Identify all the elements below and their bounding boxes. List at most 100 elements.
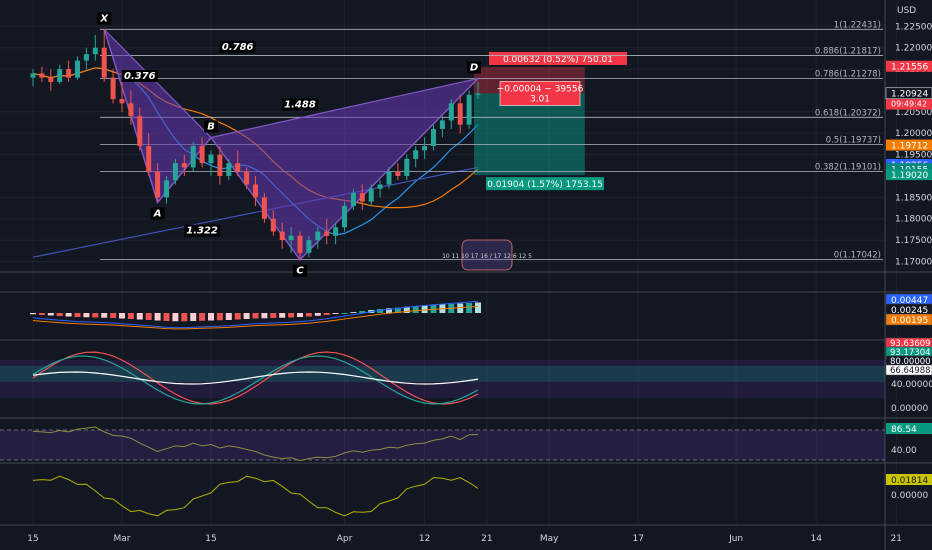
- macd-histogram-bar: [74, 313, 81, 317]
- candle-body: [101, 47, 107, 78]
- stoch-d-line: [32, 355, 479, 405]
- stoch-badge-text: 80.00000: [890, 357, 931, 367]
- price-tick-label: 1.17500: [895, 236, 932, 246]
- macd-histogram-bar: [234, 313, 241, 320]
- candle-body: [395, 171, 401, 176]
- fib-retracement[interactable]: 1(1.22431) 0.886(1.21817) 0.786(1.21278) 0.…: [100, 20, 883, 261]
- macd-histogram-bar: [421, 305, 428, 313]
- macd-histogram-bar: [216, 313, 223, 321]
- target-info-box: [486, 177, 604, 191]
- price-tick-label: 1.22500: [895, 22, 932, 32]
- pattern-point-c: C: [296, 266, 304, 277]
- macd-histogram-bar: [65, 313, 72, 317]
- candle-body: [439, 120, 445, 129]
- macd-histogram-bar: [297, 313, 303, 317]
- macd-histogram-bar: [199, 313, 206, 321]
- time-tick-label: 17: [632, 534, 643, 544]
- macd-histogram-bar: [475, 302, 481, 313]
- time-tick-label: 15: [205, 534, 216, 544]
- candle-body: [155, 171, 161, 198]
- currency-label: USD: [897, 6, 916, 16]
- macd-histogram-bar: [412, 306, 419, 313]
- candle-body: [75, 60, 80, 78]
- price-tick-label: 1.17000: [895, 257, 932, 267]
- price-tick-label: 1.18500: [895, 193, 932, 203]
- pattern-point-a: A: [153, 208, 162, 219]
- macd-histogram-bar: [386, 308, 392, 313]
- candle-body: [146, 146, 152, 172]
- macd-histogram-bar: [190, 313, 197, 321]
- momentum-tick-label: 0.00000: [891, 491, 928, 501]
- candle-body: [244, 171, 250, 185]
- macd-histogram-bar: [56, 313, 63, 316]
- stoch-badge-text: 93.63609: [890, 339, 931, 349]
- macd-histogram-bar: [466, 303, 473, 313]
- short-position-tool[interactable]: 0.00632 (0.52%) 750.01 −0.00004 ~ 395563.…: [474, 51, 627, 191]
- fib-level-label: 0.5(1.19737): [826, 135, 881, 145]
- price-tick-label: 1.20500: [895, 108, 932, 118]
- candle-body: [413, 150, 419, 159]
- macd-histogram-bar: [225, 313, 232, 320]
- price-badge: [886, 163, 932, 175]
- macd-histogram-bar: [127, 313, 134, 319]
- time-axis[interactable]: 15Mar15Apr1221May17Jun1421Ju: [27, 534, 932, 544]
- macd-histogram-bar: [172, 313, 179, 322]
- ratio-bg: [282, 98, 318, 111]
- macd-histogram-bar: [119, 313, 125, 319]
- macd-histogram-bar: [394, 307, 401, 313]
- candlesticks: [30, 29, 481, 260]
- candle-body: [359, 193, 365, 202]
- macd-histogram-bar: [261, 313, 268, 319]
- ratio-bg: [219, 40, 256, 53]
- candle-body: [119, 99, 125, 104]
- stoch-k-line: [32, 351, 479, 405]
- candle-body: [306, 240, 312, 253]
- stoch-badge-text: 66.64988: [890, 366, 931, 376]
- candle-body: [431, 128, 436, 147]
- candle-body: [253, 184, 258, 198]
- fib-level-label: 0(1.17042): [834, 251, 881, 261]
- center-info-box: [499, 81, 581, 106]
- time-tick-label: 21: [891, 534, 902, 544]
- macd-histogram-bar: [350, 312, 357, 313]
- candle-body: [422, 146, 428, 151]
- pattern-point-bg: [150, 207, 165, 220]
- ratio-label: 1.488: [284, 100, 316, 111]
- macd-histogram-bar: [30, 313, 36, 315]
- pattern-point-bg: [97, 12, 112, 25]
- center-info-text-1: −0.00004 ~ 39556: [497, 84, 584, 94]
- macd-histogram-bar: [181, 313, 188, 322]
- price-tick-label: 1.22000: [895, 44, 932, 54]
- stop-info-text: 0.00632 (0.52%) 750.01: [503, 55, 613, 65]
- price-badge: [885, 87, 932, 100]
- macd-histogram-bar: [136, 313, 143, 320]
- price-badge-text: 1.19020: [891, 171, 928, 181]
- candle-body: [404, 158, 410, 176]
- ratio-label: 0.376: [124, 71, 156, 82]
- macd-histogram-bar: [154, 313, 161, 321]
- macd-histogram-bar: [377, 309, 384, 313]
- macd-badge: [885, 313, 932, 326]
- time-tick-label: Mar: [114, 534, 131, 544]
- macd-histogram-bar: [145, 313, 152, 320]
- candle-body: [377, 184, 383, 189]
- rsi-tick-label: 40.00: [891, 446, 917, 456]
- price-badge-text: 1.21556: [891, 63, 928, 73]
- candle-body: [466, 94, 472, 125]
- fib-level-label: 0.886(1.21817): [815, 47, 881, 57]
- rsi-badge: [886, 423, 932, 434]
- macd-histogram-bar: [252, 313, 259, 319]
- candle-body: [368, 188, 374, 202]
- pattern-point-d: D: [470, 63, 478, 74]
- stoch-badge: [885, 364, 932, 376]
- candle-body: [92, 47, 98, 55]
- price-badge: [886, 169, 932, 181]
- price-axis[interactable]: 1.17000 1.17500 1.18000 1.18500 1.19500 1.200…: [885, 22, 932, 267]
- macd-histogram-bar: [163, 313, 170, 321]
- time-tick-label: May: [540, 534, 559, 544]
- candle-body: [110, 77, 116, 100]
- candle-body: [270, 218, 276, 232]
- pattern-point-x: X: [99, 13, 109, 24]
- macd-histogram-bar: [323, 313, 330, 315]
